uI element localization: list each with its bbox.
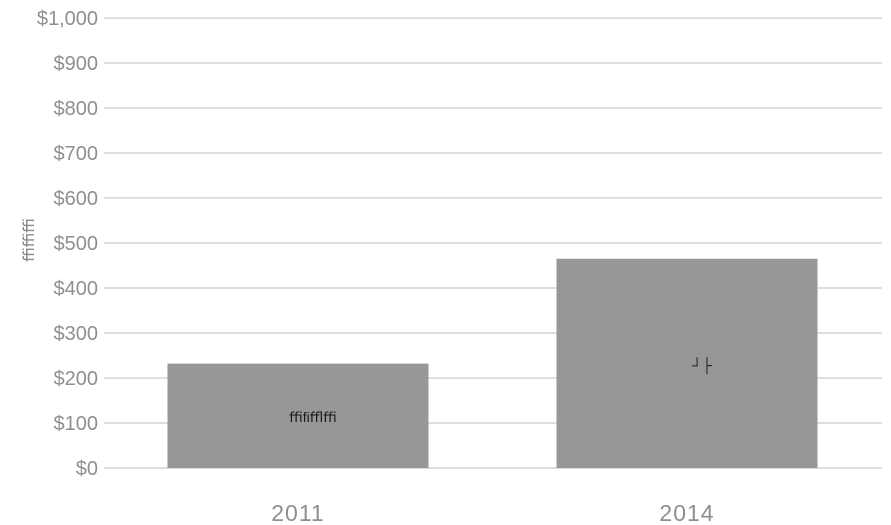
y-tick-label: $1,000 xyxy=(37,8,98,30)
y-tick-label: $600 xyxy=(54,188,99,210)
y-tick-label: $700 xyxy=(54,143,99,165)
bar-labels: ﬃﬁﬄﬃ ┘├ xyxy=(289,357,712,425)
bar-data-label: ﬃﬁﬄﬃ xyxy=(289,409,337,425)
y-tick-label: $100 xyxy=(54,413,99,435)
bars xyxy=(167,258,818,468)
bar-2014 xyxy=(556,258,818,468)
y-tick-label: $200 xyxy=(54,368,99,390)
y-tick-label: $500 xyxy=(54,233,99,255)
y-axis-label: ﬃﬃﬃ xyxy=(21,218,38,262)
bar-2011 xyxy=(167,363,429,468)
y-tick-label: $300 xyxy=(54,323,99,345)
y-tick-label: $900 xyxy=(54,53,99,75)
y-tick-label: $0 xyxy=(76,458,98,480)
y-tick-label: $400 xyxy=(54,278,99,300)
x-tick-labels: 2011 2014 xyxy=(271,500,714,525)
y-tick-labels: $0 $100 $200 $300 $400 $500 $600 $700 $800 $900 $1… xyxy=(37,8,98,480)
x-tick-label: 2014 xyxy=(659,500,714,525)
y-tick-label: $800 xyxy=(54,98,99,120)
x-tick-label: 2011 xyxy=(271,500,324,525)
bar-data-label: ┘├ xyxy=(691,357,712,375)
